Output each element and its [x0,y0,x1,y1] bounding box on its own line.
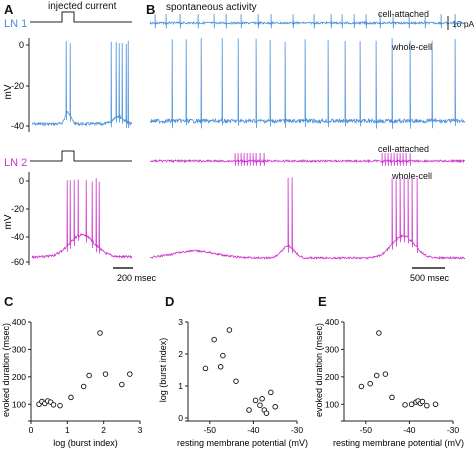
whole-cell-label-1: whole-cell [391,42,432,52]
plot-c-ylabel: evoked duration (msec) [1,323,11,417]
plot-c-ytick-label: 400 [12,317,26,327]
plot-c-ytick-label: 100 [12,399,26,409]
plot-e-point [382,371,389,377]
stim-trace-ln2 [30,150,132,162]
panel-letter-e: E [318,294,327,309]
tick-label-a1-2: -40 [11,121,24,131]
plot-d-xtick-label: -30 [291,425,304,435]
panel-letter-a: A [4,2,14,17]
plot-d-ylabel: log (burst index) [158,338,168,403]
plot-e-point [419,398,426,405]
scalebar-a-label: 200 msec [117,273,157,283]
plot-e-point [373,372,380,379]
tick-label-a2-2: -40 [11,232,24,242]
plot-c-xtick-label: 1 [65,425,70,435]
plot-c-point [50,402,57,408]
plot-d-point [259,396,265,402]
plot-d-point [217,364,224,370]
plot-e-point [402,402,408,408]
plot-e-xtick-label: -30 [447,425,460,435]
plot-e-point [376,330,382,336]
plot-d-point [257,402,263,408]
plot-e-point [424,402,430,409]
ln2-label: LN 2 [4,157,27,169]
plot-c-point [57,402,63,409]
plot-d-xtick-label: -50 [204,425,217,435]
plot-d-point [272,404,278,410]
trace-b-ln1-attached [149,13,466,29]
plot-d-point [263,410,270,416]
panel-letter-d: D [165,294,174,309]
plot-d-point [211,336,217,343]
tick-label-a1-0: 0 [19,40,24,50]
plot-e-point [389,394,395,401]
panel-letter-c: C [4,294,14,309]
plot-d-point [268,389,274,396]
tick-label-a1-1: -20 [11,81,24,91]
plot-e-point [408,401,415,408]
plot-c-xtick-label: 2 [101,425,106,435]
plot-c-ytick-label: 300 [12,344,26,354]
trace-b-ln2-wholecell [149,176,466,261]
cell-attached-label-2: cell-attached [378,144,429,154]
scatter-plot-e: 100 200 300 400 -50 -40 -30 resting membrane po… [314,317,464,448]
plot-d-xtick-label: -40 [247,425,260,435]
plot-c-point [102,371,109,377]
plot-d-point [220,352,226,359]
ylabel-a2: mV [3,214,14,229]
plot-e-xlabel: resting membrane potential (mV) [333,438,464,448]
trace-a-ln2 [31,178,133,259]
cell-attached-label-1: cell-attached [378,9,429,19]
plot-e-ytick-label: 100 [325,399,339,409]
plot-c-point [97,330,103,336]
stim-trace-ln1 [30,11,132,23]
ylabel-a1: mV [3,84,14,99]
plot-e-xtick-label: -40 [403,425,416,435]
tick-label-a2-1: -20 [11,204,24,214]
scatter-plot-d: 0 1 2 3 -50 -40 -30 resting membrane potential … [158,317,308,448]
plot-c-point [80,383,87,390]
plot-e-ytick-label: 200 [325,372,339,382]
plot-e-xtick-label: -50 [360,425,373,435]
ln1-label: LN 1 [4,18,27,30]
scatter-plot-c: 100 200 300 400 0 1 2 3 log (burst index) evoked … [1,317,143,448]
plot-d-ytick-label: 0 [178,413,183,423]
plot-d-point [246,407,252,413]
panel-a-traces [31,40,133,259]
plot-c-xtick-label: 3 [138,425,143,435]
plot-d-point [252,397,259,404]
plot-e-point [358,383,365,390]
tick-label-a2-0: 0 [19,176,24,186]
plot-e-point [367,380,373,387]
injected-current-label: injected current [48,1,117,12]
plot-d-point [226,327,233,333]
plot-d-ytick-label: 3 [178,317,183,327]
plot-d-xlabel: resting membrane potential (mV) [177,438,308,448]
plot-c-point [119,381,125,388]
plot-c-ytick-label: 200 [12,372,26,382]
plot-e-ytick-label: 300 [325,344,339,354]
plot-c-xtick-label: 0 [29,425,34,435]
plot-c-point [86,372,92,379]
trace-b-ln1-wholecell [149,37,466,129]
plot-e-point [432,401,439,408]
trace-a-ln1 [31,40,133,129]
plot-d-point [202,365,209,372]
plot-d-point [233,378,239,384]
panel-letter-b: B [146,2,155,17]
plot-e-ylabel: evoked duration (msec) [314,323,324,417]
plot-e-ytick-label: 400 [325,317,339,327]
plot-d-ytick-label: 2 [178,349,183,359]
whole-cell-label-2: whole-cell [391,171,432,181]
plot-d-ytick-label: 1 [178,381,183,391]
panel-b-traces [149,13,466,261]
plot-c-xlabel: log (burst index) [53,438,118,448]
plot-c-point [127,371,133,377]
plot-c-point [68,394,74,401]
trace-b-ln2-attached [149,152,466,166]
scalebar-b-label: 500 msec [410,273,450,283]
tick-label-a2-3: -60 [11,257,24,267]
spontaneous-title: spontaneous activity [166,2,257,13]
